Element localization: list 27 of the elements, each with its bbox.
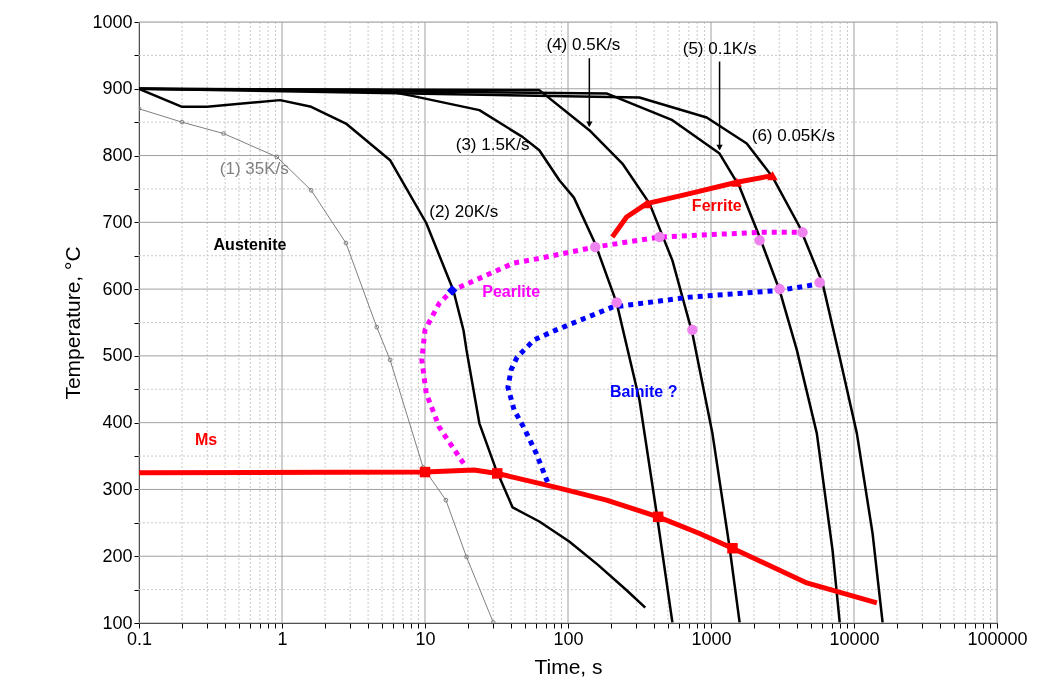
series-label: Ms — [195, 430, 218, 448]
x-tick-label: 100 — [553, 628, 584, 649]
series-label: (6) 0.05K/s — [751, 125, 835, 145]
series-label: (1) 35K/s — [219, 158, 289, 178]
y-tick-label: 200 — [102, 545, 133, 566]
series-label: Ferrite — [691, 197, 742, 215]
x-tick-label: 100000 — [967, 628, 1028, 649]
y-tick-label: 400 — [102, 412, 133, 433]
x-tick-label: 1000 — [691, 628, 732, 649]
x-tick-label: 1 — [277, 628, 288, 649]
series-label: Pearlite — [482, 283, 541, 301]
text: (4) 0.5K/s — [546, 35, 621, 55]
annotation: Austenite — [213, 236, 287, 253]
y-tick-label: 1000 — [92, 11, 133, 32]
x-tick-label: 10000 — [829, 628, 880, 649]
y-tick-label: 300 — [102, 478, 133, 499]
x-axis-title: Time, s — [534, 654, 603, 678]
y-tick-label: 600 — [102, 278, 133, 299]
y-axis-title: Temperature, °C — [61, 246, 85, 400]
y-tick-label: 900 — [102, 78, 133, 99]
text: (5) 0.1K/s — [682, 38, 757, 58]
x-tick-label: 10 — [415, 628, 436, 649]
y-tick-label: 500 — [102, 345, 133, 366]
y-tick-label: 700 — [102, 211, 133, 232]
y-tick-label: 800 — [102, 145, 133, 166]
series-label: (3) 1.5K/s — [455, 134, 530, 154]
series-label: (2) 20K/s — [429, 202, 499, 221]
